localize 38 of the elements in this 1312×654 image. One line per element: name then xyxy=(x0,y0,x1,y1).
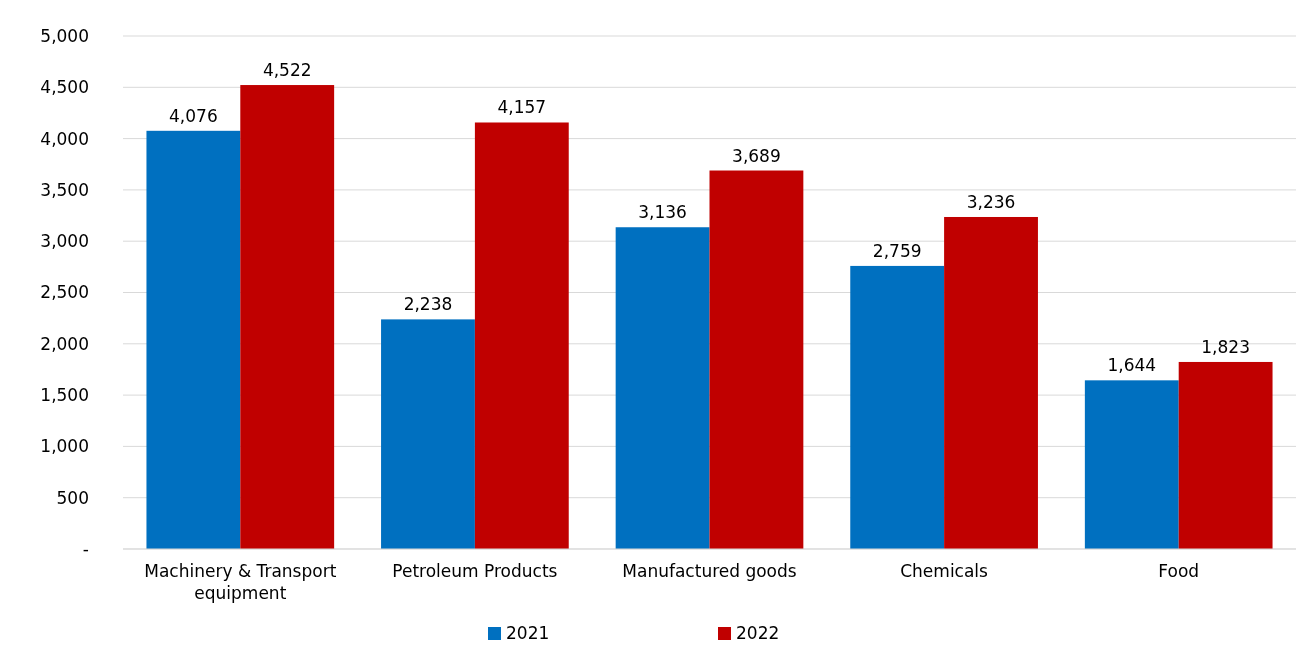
y-tick-label: 500 xyxy=(56,487,89,508)
x-tick-label: Machinery & Transport equipment xyxy=(144,561,337,603)
bar xyxy=(474,122,569,549)
bar xyxy=(381,319,475,549)
data-label: 3,136 xyxy=(638,202,687,223)
y-tick-label: 2,500 xyxy=(40,282,89,303)
data-label: 3,689 xyxy=(732,145,781,166)
legend-label: 2021 xyxy=(506,622,550,643)
bar xyxy=(1178,361,1273,549)
y-tick-label: 1,500 xyxy=(40,385,89,406)
y-tick-label: 3,000 xyxy=(40,231,89,252)
x-tick-label: Food xyxy=(1158,561,1200,581)
bar xyxy=(615,227,710,549)
y-tick-label: - xyxy=(82,538,89,559)
y-tick-label: 4,000 xyxy=(40,128,89,149)
data-label: 1,644 xyxy=(1107,355,1157,376)
y-tick-label: 1,000 xyxy=(40,436,89,457)
x-tick-label: Petroleum Products xyxy=(392,561,558,581)
data-label: 4,522 xyxy=(262,60,312,81)
bar xyxy=(850,265,945,549)
bar xyxy=(240,85,335,549)
data-label: 4,157 xyxy=(497,97,547,118)
bar xyxy=(709,170,804,549)
data-label: 4,076 xyxy=(169,105,218,126)
y-tick-label: 5,000 xyxy=(40,25,89,46)
y-tick-label: 3,500 xyxy=(40,179,89,200)
x-tick-label: Manufactured goods xyxy=(622,561,797,581)
bar xyxy=(1084,380,1179,549)
bar xyxy=(146,130,241,549)
y-tick-label: 4,500 xyxy=(40,77,89,98)
data-label: 1,823 xyxy=(1201,336,1250,357)
data-label: 2,238 xyxy=(403,294,453,315)
y-tick-label: 2,000 xyxy=(40,333,89,354)
data-label: 2,759 xyxy=(872,240,922,261)
x-tick-label: Chemicals xyxy=(900,561,989,581)
data-label: 3,236 xyxy=(966,191,1016,212)
legend-label: 2022 xyxy=(736,622,780,643)
bar xyxy=(944,216,1038,549)
